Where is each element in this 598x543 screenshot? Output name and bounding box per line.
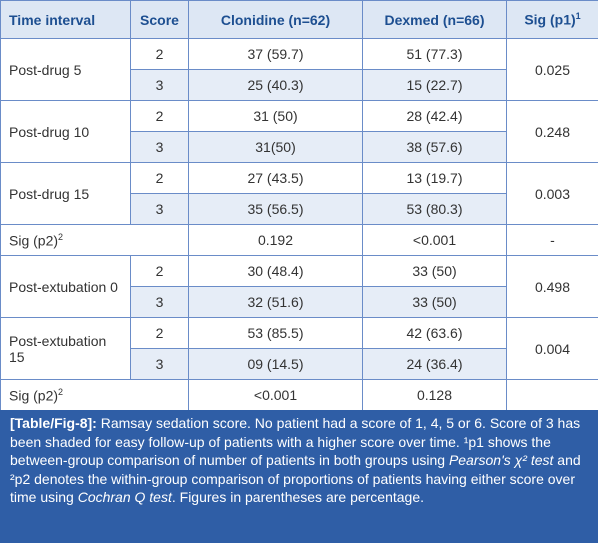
cell: 37 (59.7) xyxy=(188,38,363,70)
sig-cell: 0.248 xyxy=(506,100,598,163)
cell: 24 (36.4) xyxy=(362,348,507,380)
data-row: 3 35 (56.5) 53 (80.3) xyxy=(1,193,598,225)
cell: <0.001 xyxy=(362,224,507,256)
cell: 15 (22.7) xyxy=(362,69,507,101)
row-label: Post-extubation 15 xyxy=(0,317,131,380)
cell: 51 (77.3) xyxy=(362,38,507,70)
score-cell: 2 xyxy=(130,38,189,70)
header-row: Time interval Score Clonidine (n=62) Dexmed… xyxy=(0,0,598,39)
score-cell: 3 xyxy=(130,131,189,163)
caption-text: Pearson's χ² test xyxy=(448,452,554,468)
row-label: Post-drug 15 xyxy=(0,162,131,225)
cell-text: Sig (p2) xyxy=(9,387,59,404)
cell: 53 (85.5) xyxy=(188,317,363,349)
sig-cell: 0.003 xyxy=(506,162,598,225)
data-row: 3 32 (51.6) 33 (50) xyxy=(1,286,598,318)
cell: 38 (57.6) xyxy=(362,131,507,163)
row-label: Sig (p2)2 xyxy=(0,379,189,411)
caption-text: Cochran Q test xyxy=(77,489,172,505)
results-table: Time interval Score Clonidine (n=62) Dexmed… xyxy=(0,0,598,411)
cell: 0.192 xyxy=(188,224,363,256)
cell: 0.128 xyxy=(362,379,507,411)
data-row: Post-drug 5 2 37 (59.7) 51 (77.3) 0.025 xyxy=(0,38,598,101)
cell: 27 (43.5) xyxy=(188,162,363,194)
cell: 13 (19.7) xyxy=(362,162,507,194)
sig-cell: 0.498 xyxy=(506,255,598,318)
caption-text: . Figures in parentheses are percentage. xyxy=(171,489,425,505)
score-cell: 2 xyxy=(130,317,189,349)
data-row: Post-drug 10 2 31 (50) 28 (42.4) 0.248 xyxy=(0,100,598,163)
row-label: Post-extubation 0 xyxy=(0,255,131,318)
row-label: Post-drug 5 xyxy=(0,38,131,101)
sig-cell xyxy=(506,379,598,411)
sig-cell: - xyxy=(506,224,598,256)
cell: <0.001 xyxy=(188,379,363,411)
cell: 32 (51.6) xyxy=(188,286,363,318)
header-cell: Clonidine (n=62) xyxy=(188,0,363,39)
row-label: Sig (p2)2 xyxy=(0,224,189,256)
cell: 42 (63.6) xyxy=(362,317,507,349)
data-row: Post-extubation 0 2 30 (48.4) 33 (50) 0.498 xyxy=(0,255,598,318)
superscript: 2 xyxy=(58,231,64,242)
score-cell: 3 xyxy=(130,348,189,380)
cell-text: Sig (p2) xyxy=(9,232,59,249)
score-cell: 2 xyxy=(130,162,189,194)
cell: 28 (42.4) xyxy=(362,100,507,132)
data-row: 3 31(50) 38 (57.6) xyxy=(1,131,598,163)
cell: 53 (80.3) xyxy=(362,193,507,225)
caption-text: and ²p2 denotes the within-group compari… xyxy=(10,452,581,505)
caption-text: Ramsay sedation score. No patient had a … xyxy=(10,415,581,468)
data-row: Post-drug 15 2 27 (43.5) 13 (19.7) 0.003 xyxy=(0,162,598,225)
score-cell: 3 xyxy=(130,193,189,225)
sig-cell: 0.004 xyxy=(506,317,598,380)
cell: 09 (14.5) xyxy=(188,348,363,380)
superscript: 1 xyxy=(575,11,581,22)
cell: 25 (40.3) xyxy=(188,69,363,101)
score-cell: 3 xyxy=(130,69,189,101)
score-cell: 2 xyxy=(130,100,189,132)
data-row: Post-extubation 15 2 53 (85.5) 42 (63.6) 0.0… xyxy=(0,317,598,380)
cell-text: Sig (p1) xyxy=(524,11,576,28)
sig-row: Sig (p2)2 <0.001 0.128 xyxy=(0,379,598,411)
caption: [Table/Fig-8]: Ramsay sedation score. No… xyxy=(0,410,598,543)
cell: 30 (48.4) xyxy=(188,255,363,287)
cell: 31 (50) xyxy=(188,100,363,132)
caption-text: [Table/Fig-8]: xyxy=(10,415,97,431)
score-cell: 2 xyxy=(130,255,189,287)
score-cell: 3 xyxy=(130,286,189,318)
data-row: 3 25 (40.3) 15 (22.7) xyxy=(1,69,598,101)
header-cell: Sig (p1)1 xyxy=(506,0,598,39)
header-cell: Dexmed (n=66) xyxy=(362,0,507,39)
sig-cell: 0.025 xyxy=(506,38,598,101)
cell: 31(50) xyxy=(188,131,363,163)
sig-row: Sig (p2)2 0.192 <0.001- xyxy=(0,224,598,256)
header-cell: Score xyxy=(130,0,189,39)
header-cell: Time interval xyxy=(0,0,131,39)
cell: 35 (56.5) xyxy=(188,193,363,225)
superscript: 2 xyxy=(58,386,64,397)
row-label: Post-drug 10 xyxy=(0,100,131,163)
cell: 33 (50) xyxy=(362,286,507,318)
cell: 33 (50) xyxy=(362,255,507,287)
